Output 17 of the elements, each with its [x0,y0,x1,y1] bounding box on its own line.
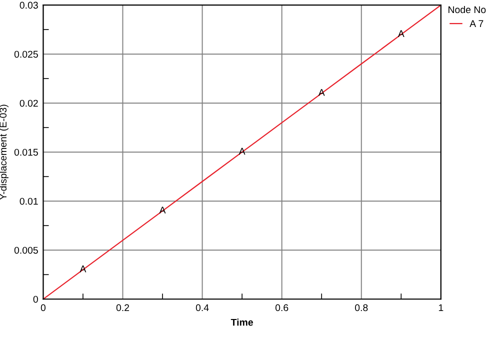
x-tick-label: 0.2 [116,304,130,312]
y-tick-label: 0.02 [20,100,38,107]
x-tick-label: 0.4 [196,304,209,312]
x-tick-label: 0.6 [275,304,288,312]
y-tick-label: 0.005 [14,246,38,254]
y-tick-label: 0 [33,296,38,303]
line-series [43,5,441,300]
y-tick-label: 0.015 [14,148,38,156]
x-axis-title: Time [230,318,253,326]
legend-label: A 7 [470,20,484,27]
legend-title: Node No [448,6,486,14]
x-tick-label: 0.8 [355,304,368,312]
y-tick-label: 0.03 [20,2,38,9]
x-tick-label: 0 [40,304,46,312]
y-tick-label: 0.01 [20,198,38,205]
x-tick-label: 1 [438,304,444,312]
y-tick-label: 0.025 [14,50,38,58]
